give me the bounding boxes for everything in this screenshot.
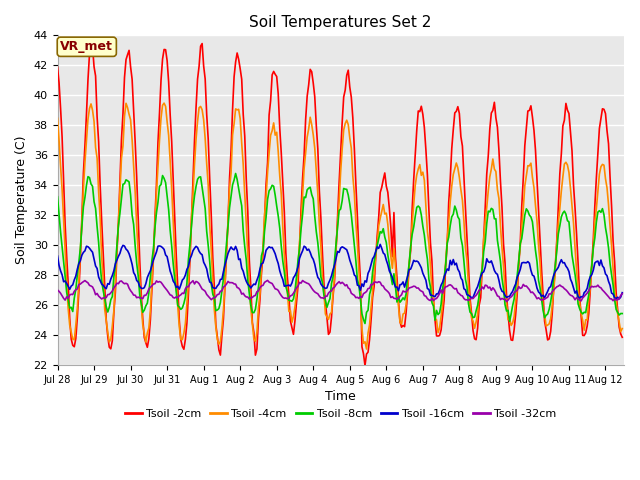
- Title: Soil Temperatures Set 2: Soil Temperatures Set 2: [250, 15, 432, 30]
- Y-axis label: Soil Temperature (C): Soil Temperature (C): [15, 136, 28, 264]
- X-axis label: Time: Time: [325, 390, 356, 403]
- Legend: Tsoil -2cm, Tsoil -4cm, Tsoil -8cm, Tsoil -16cm, Tsoil -32cm: Tsoil -2cm, Tsoil -4cm, Tsoil -8cm, Tsoi…: [120, 405, 561, 423]
- Text: VR_met: VR_met: [60, 40, 113, 53]
